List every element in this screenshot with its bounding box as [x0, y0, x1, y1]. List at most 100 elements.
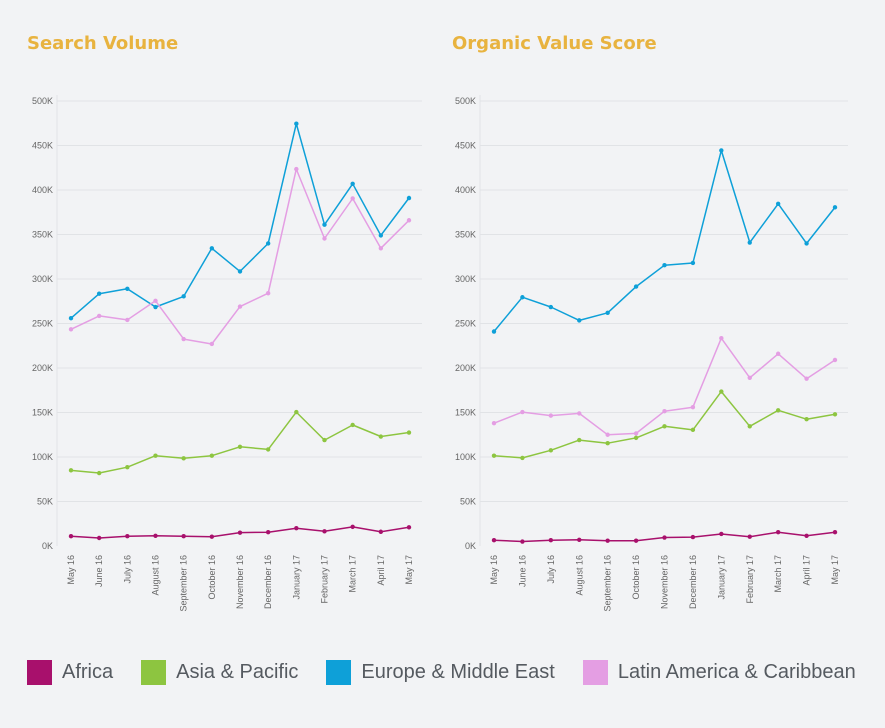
search-volume-y-tick-label: 400K: [32, 185, 53, 195]
organic-value-score-point-asia-pacific: [633, 435, 639, 441]
search-volume-point-asia-pacific: [96, 470, 102, 476]
search-volume-point-africa: [378, 529, 384, 534]
organic-value-score-point-latin-america-caribbean: [690, 404, 696, 410]
search-volume-point-asia-pacific: [125, 465, 130, 470]
organic-value-score-point-latin-america-caribbean: [832, 357, 838, 363]
search-volume-point-asia-pacific: [209, 453, 215, 458]
search-volume-point-asia-pacific: [350, 422, 355, 428]
legend-swatch-africa: [27, 660, 52, 685]
search-volume-point-europe-middle-east: [406, 195, 412, 201]
search-volume-point-asia-pacific: [265, 447, 271, 452]
organic-value-score-line-latin-america-caribbean: [493, 337, 836, 436]
search-volume-x-tick-label: May 17: [404, 555, 414, 585]
search-volume-point-asia-pacific: [322, 437, 327, 443]
search-volume-y-tick-label: 450K: [32, 141, 53, 151]
search-volume-point-asia-pacific: [406, 430, 412, 435]
organic-value-score-x-tick-label: June 16: [517, 555, 527, 587]
search-volume-point-africa: [265, 530, 271, 535]
organic-value-score-point-africa: [491, 538, 497, 543]
legend-item-europe-middle-east[interactable]: Europe & Middle East: [326, 660, 555, 685]
organic-value-score-y-tick-label: 400K: [455, 185, 476, 195]
search-volume-y-tick-label: 150K: [32, 408, 53, 418]
organic-value-score-y-tick-label: 350K: [455, 230, 476, 240]
search-volume-x-tick-label: July 16: [122, 555, 132, 584]
organic-value-score-x-tick-label: January 17: [716, 555, 726, 600]
search-volume-x-tick-label: December 16: [263, 555, 273, 609]
organic-value-score-point-africa: [577, 537, 582, 542]
organic-value-score-point-europe-middle-east: [548, 304, 554, 310]
search-volume-point-latin-america-caribbean: [322, 236, 327, 241]
search-volume-line-asia-pacific: [70, 411, 410, 474]
search-volume-x-tick-label: August 16: [151, 555, 161, 596]
search-volume-point-africa: [406, 525, 412, 530]
search-volume-point-africa: [294, 526, 299, 531]
organic-value-score-x-tick-label: February 17: [745, 555, 755, 604]
organic-value-score-point-latin-america-caribbean: [577, 411, 582, 416]
organic-value-score-point-africa: [690, 534, 696, 540]
organic-value-score-point-europe-middle-east: [491, 329, 497, 334]
search-volume-y-tick-label: 300K: [32, 274, 53, 284]
organic-value-score-point-asia-pacific: [804, 416, 809, 422]
legend: Africa Asia & Pacific Europe & Middle Ea…: [27, 660, 856, 685]
legend-item-latin-america-caribbean[interactable]: Latin America & Caribbean: [582, 660, 856, 685]
organic-value-score-point-asia-pacific: [520, 455, 525, 461]
organic-value-score-x-tick-label: March 17: [773, 555, 783, 593]
search-volume-point-europe-middle-east: [209, 246, 215, 251]
legend-item-africa[interactable]: Africa: [27, 660, 113, 685]
search-volume-point-latin-america-caribbean: [181, 336, 186, 342]
search-volume-line-europe-middle-east: [70, 122, 410, 319]
search-volume-point-latin-america-caribbean: [294, 166, 299, 172]
search-volume-point-asia-pacific: [68, 468, 74, 473]
organic-value-score-x-tick-label: May 17: [830, 555, 840, 585]
search-volume-point-europe-middle-east: [378, 233, 384, 238]
legend-item-asia-pacific[interactable]: Asia & Pacific: [141, 660, 298, 685]
organic-value-score-point-latin-america-caribbean: [491, 420, 497, 426]
organic-value-score-line-europe-middle-east: [493, 149, 836, 332]
search-volume-point-africa: [181, 534, 186, 539]
organic-value-score-point-africa: [520, 539, 525, 544]
organic-value-score-x-tick-label: May 16: [489, 555, 499, 585]
organic-value-score-y-tick-label: 50K: [460, 497, 476, 507]
search-volume-point-latin-america-caribbean: [265, 291, 271, 296]
search-volume-point-europe-middle-east: [265, 241, 271, 246]
organic-value-score-point-asia-pacific: [491, 453, 497, 458]
organic-value-score-point-europe-middle-east: [747, 240, 752, 245]
search-volume-point-europe-middle-east: [294, 121, 299, 126]
search-volume-point-latin-america-caribbean: [350, 196, 355, 201]
legend-label-asia-pacific: Asia & Pacific: [176, 661, 299, 683]
search-volume-point-asia-pacific: [294, 409, 299, 415]
organic-value-score-x-tick-label: September 16: [603, 555, 613, 612]
search-volume-point-africa: [322, 529, 327, 534]
search-volume-x-tick-label: October 16: [207, 555, 217, 600]
organic-value-score-point-latin-america-caribbean: [548, 413, 554, 418]
search-volume-x-tick-label: September 16: [179, 555, 189, 612]
organic-value-score-y-tick-label: 300K: [455, 274, 476, 284]
organic-value-score-y-tick-label: 250K: [455, 319, 476, 329]
organic-value-score-point-europe-middle-east: [690, 260, 696, 266]
search-volume-point-asia-pacific: [181, 456, 186, 461]
search-volume-x-tick-label: April 17: [376, 555, 386, 586]
organic-value-score-point-africa: [662, 535, 667, 540]
organic-value-score-point-asia-pacific: [775, 408, 781, 413]
chart-title-search-volume: Search Volume: [27, 33, 179, 54]
legend-swatch-asia-pacific: [141, 660, 167, 685]
search-volume-point-asia-pacific: [153, 453, 158, 458]
organic-value-score-point-africa: [747, 534, 752, 539]
organic-value-score-point-latin-america-caribbean: [719, 335, 724, 341]
search-volume-x-tick-label: March 17: [348, 555, 358, 593]
search-volume-y-tick-label: 350K: [32, 230, 53, 240]
organic-value-score-point-africa: [605, 538, 610, 543]
search-volume-y-tick-label: 50K: [37, 497, 53, 507]
search-volume-point-africa: [96, 535, 102, 541]
search-volume-point-europe-middle-east: [68, 315, 74, 321]
organic-value-score-point-europe-middle-east: [520, 295, 525, 300]
organic-value-score-point-europe-middle-east: [804, 241, 809, 246]
organic-value-score-point-africa: [633, 538, 639, 543]
search-volume-point-latin-america-caribbean: [209, 341, 215, 347]
search-volume-x-tick-label: November 16: [235, 555, 245, 609]
search-volume-y-tick-label: 100K: [32, 452, 53, 462]
search-volume-point-africa: [68, 534, 74, 539]
search-volume-x-tick-label: January 17: [291, 555, 301, 600]
organic-value-score-point-asia-pacific: [548, 448, 554, 453]
legend-swatch-europe-middle-east: [326, 660, 352, 685]
